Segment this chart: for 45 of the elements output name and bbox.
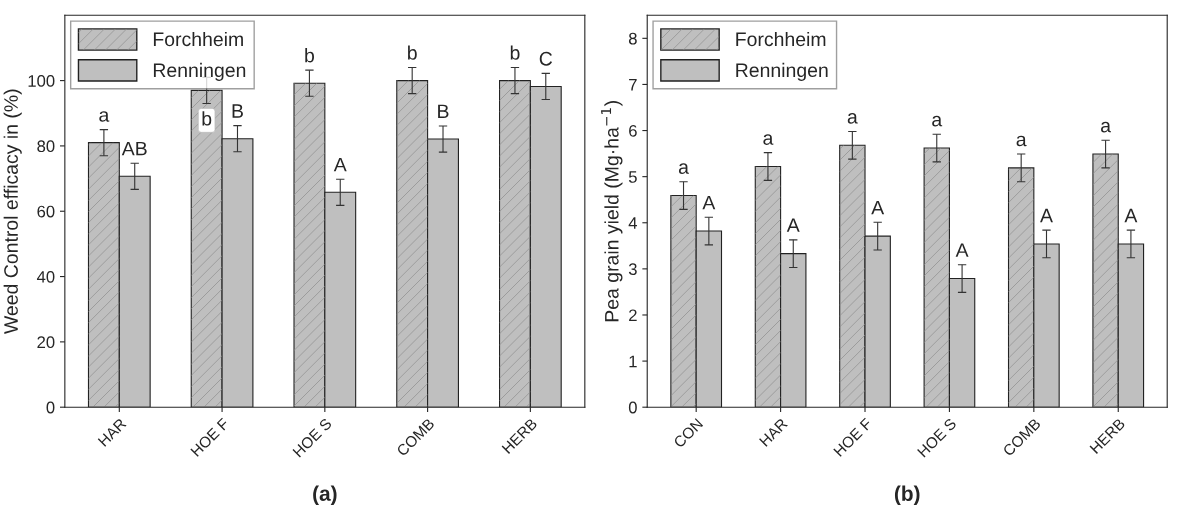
- data-label: AB: [121, 141, 147, 156]
- data-label: b: [202, 111, 212, 126]
- y-tick-label: 7: [629, 79, 637, 91]
- legend-label: Renningen: [736, 62, 828, 81]
- y-tick-label: 100: [28, 74, 55, 87]
- data-label: a: [1101, 121, 1111, 133]
- y-tick-label: 5: [628, 171, 637, 183]
- data-label: b: [305, 48, 315, 63]
- data-label: A: [702, 195, 716, 210]
- y-tick-label: 1: [629, 355, 637, 368]
- y-axis-title: Weed Control efficacy in (%): [3, 89, 22, 334]
- data-label: A: [333, 157, 347, 172]
- data-label: a: [847, 113, 858, 124]
- y-tick-label: 0: [46, 401, 55, 414]
- data-label: A: [955, 243, 969, 257]
- y-tick-label: 2: [629, 309, 637, 322]
- data-label: B: [232, 104, 243, 118]
- data-label: A: [871, 200, 885, 215]
- data-label: b: [510, 45, 520, 60]
- y-tick-label: 6: [629, 124, 637, 137]
- y-tick-label: 20: [37, 336, 55, 349]
- data-label: B: [438, 104, 449, 119]
- data-label: a: [763, 134, 774, 145]
- y-tick-label: 80: [37, 140, 55, 153]
- legend-label: Forchheim: [153, 31, 243, 47]
- data-label: A: [1040, 208, 1053, 223]
- y-tick-label: 0: [628, 401, 637, 414]
- legend-label: Renningen: [153, 62, 246, 81]
- legend-label: Forchheim: [736, 31, 826, 47]
- data-label: a: [932, 115, 943, 127]
- data-label: A: [1124, 208, 1138, 223]
- data-label: C: [539, 51, 553, 66]
- y-tick-label: 8: [628, 32, 637, 45]
- text: (a): [313, 485, 337, 506]
- y-axis-title: Pea grain yield (Mg·ha$^{−1}$): [601, 101, 623, 322]
- data-label: A: [786, 218, 800, 232]
- text: (b): [894, 485, 920, 506]
- data-label: a: [99, 111, 110, 122]
- y-tick-label: 4: [628, 217, 638, 229]
- y-tick-label: 40: [36, 270, 55, 283]
- data-label: b: [408, 45, 417, 60]
- data-label: a: [1016, 135, 1027, 147]
- data-label: a: [678, 163, 689, 174]
- y-tick-label: 60: [37, 205, 55, 218]
- y-tick-label: 3: [628, 263, 637, 276]
